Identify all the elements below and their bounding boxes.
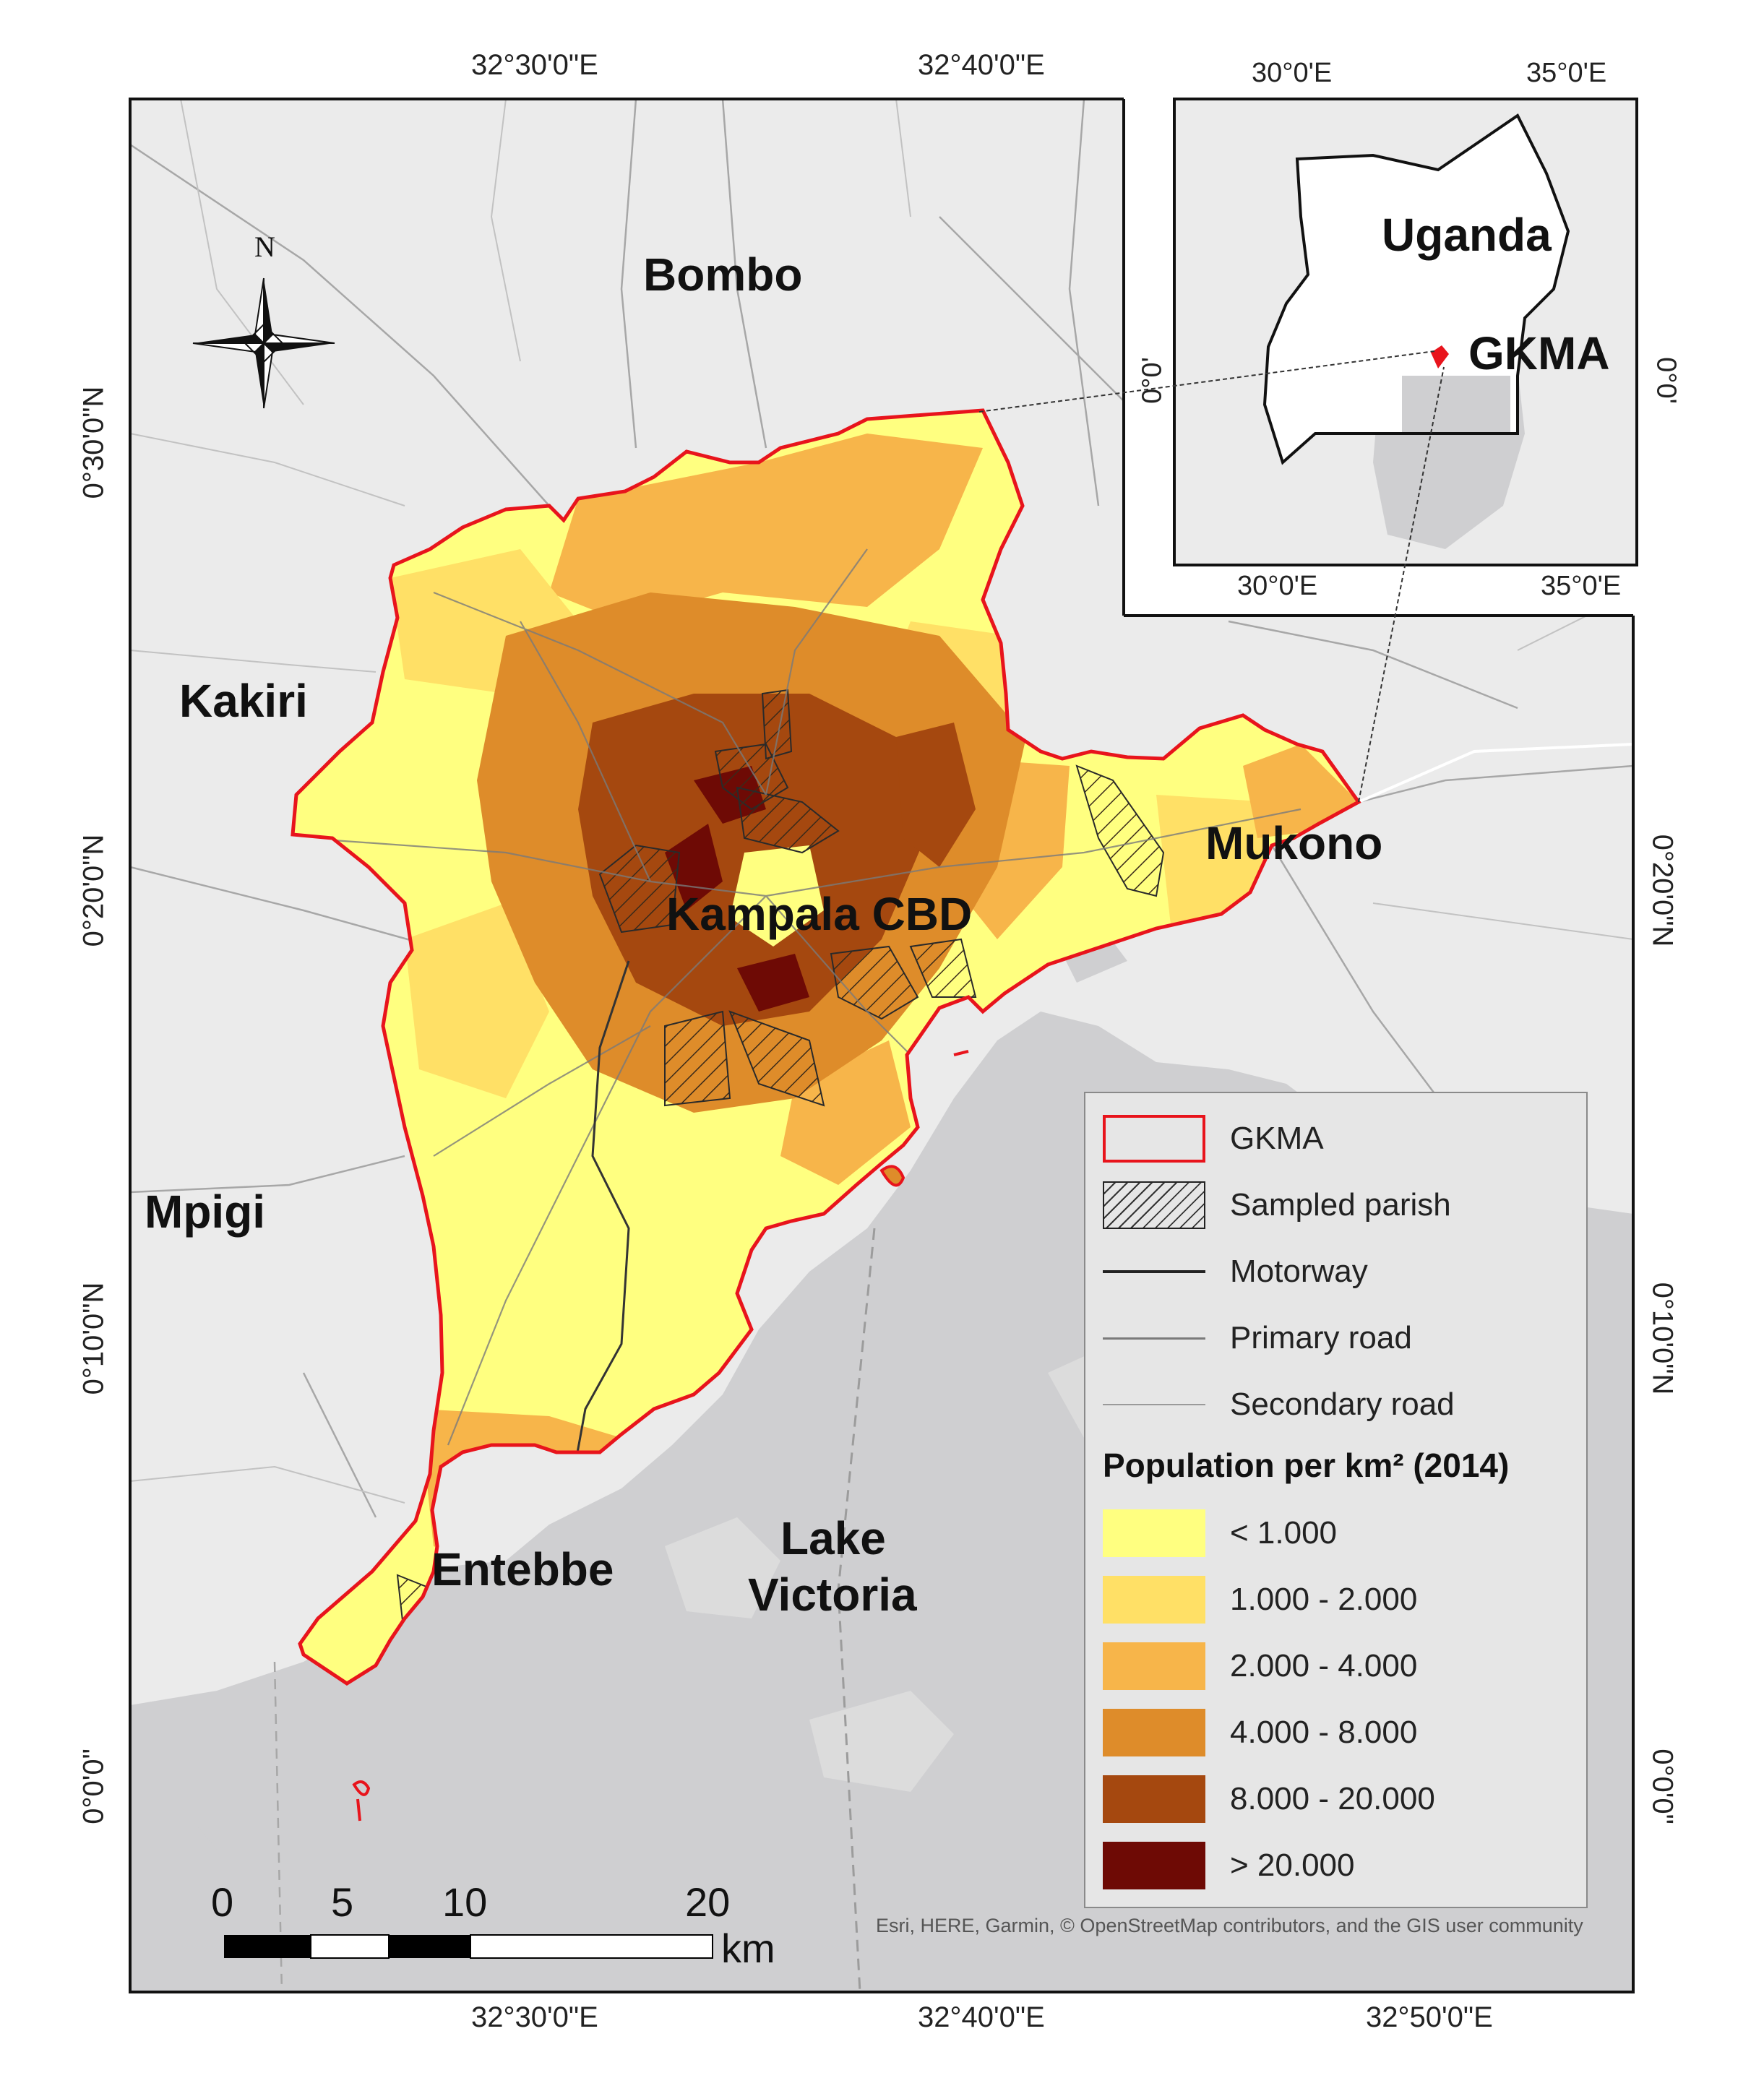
color-swatch: [1103, 1576, 1205, 1624]
map-attribution: Esri, HERE, Garmin, © OpenStreetMap cont…: [876, 1915, 1583, 1936]
inset-lon-top-2: 35°0'E: [1526, 58, 1607, 88]
legend-label: 1.000 - 2.000: [1230, 1582, 1418, 1617]
graticule-top-2: 32°40'0"E: [918, 49, 1045, 81]
graticule-left-3: 0°10'0"N: [77, 1282, 110, 1395]
primary-road-line-icon: [1103, 1314, 1205, 1362]
legend-class-2: 1.000 - 2.000: [1103, 1576, 1417, 1624]
legend-item-secondary-road: Secondary road: [1103, 1381, 1455, 1428]
place-kakiri: Kakiri: [179, 675, 308, 727]
place-entebbe: Entebbe: [431, 1543, 614, 1595]
graticule-right-1: 0°20'0"N: [1646, 834, 1679, 947]
inset-country-label: Uganda: [1382, 209, 1552, 261]
inset-lon-bottom-1: 30°0'E: [1237, 571, 1318, 601]
color-swatch: [1103, 1642, 1205, 1690]
place-lake-victoria-line2: Victoria: [748, 1569, 917, 1621]
graticule-right-3: 0°0'0": [1646, 1749, 1679, 1824]
graticule-top-1: 32°30'0"E: [471, 49, 598, 81]
graticule-right-2: 0°10'0"N: [1646, 1282, 1679, 1395]
graticule-bottom-2: 32°40'0"E: [918, 2001, 1045, 2033]
north-arrow: [192, 277, 335, 409]
hatched-swatch-icon: [1103, 1181, 1205, 1229]
inset-region-label: GKMA: [1468, 327, 1610, 379]
inset-lon-bottom-2: 35°0'E: [1541, 571, 1622, 601]
legend-label: Sampled parish: [1230, 1187, 1451, 1223]
legend-label: 2.000 - 4.000: [1230, 1648, 1418, 1683]
color-swatch: [1103, 1509, 1205, 1557]
legend-label: Motorway: [1230, 1254, 1368, 1289]
north-label: N: [254, 230, 275, 263]
place-kampala-cbd: Kampala CBD: [666, 888, 973, 940]
place-lake-victoria-line1: Lake: [780, 1512, 886, 1564]
place-mukono: Mukono: [1205, 817, 1383, 869]
inset-connector-bottom: [1358, 366, 1445, 803]
legend-density-title: Population per km² (2014): [1103, 1447, 1510, 1484]
legend-label: GKMA: [1230, 1121, 1324, 1156]
scale-tick-10: 10: [442, 1879, 488, 1925]
legend-class-5: 8.000 - 20.000: [1103, 1775, 1435, 1823]
graticule-left-1: 0°30'0"N: [77, 386, 110, 499]
legend-class-4: 4.000 - 8.000: [1103, 1709, 1417, 1756]
inset-lat-left: 0°0': [1137, 357, 1168, 404]
main-map-frame: [129, 98, 1635, 1993]
inset-lon-top-1: 30°0'E: [1252, 58, 1333, 88]
graticule-bottom-3: 32°50'0"E: [1366, 2001, 1493, 2033]
gkma-boundary: [291, 408, 1361, 1686]
map-legend: GKMA Sampled parish Motorway Primary roa…: [1084, 1092, 1588, 1908]
graticule-bottom-1: 32°30'0"E: [471, 2001, 598, 2033]
scale-tick-5: 5: [331, 1879, 354, 1925]
legend-label: Secondary road: [1230, 1387, 1455, 1422]
legend-item-primary-road: Primary road: [1103, 1314, 1412, 1362]
legend-item-sampled-parish: Sampled parish: [1103, 1181, 1451, 1229]
legend-item-gkma: GKMA: [1103, 1115, 1324, 1163]
scale-tick-20: 20: [685, 1879, 731, 1925]
motorway-line-icon: [1103, 1248, 1205, 1295]
scale-bar: [224, 1934, 713, 1959]
inset-connector-top: [978, 350, 1435, 413]
scale-unit: km: [721, 1926, 775, 1971]
legend-class-3: 2.000 - 4.000: [1103, 1642, 1417, 1690]
color-swatch: [1103, 1709, 1205, 1756]
legend-label: 8.000 - 20.000: [1230, 1781, 1435, 1816]
color-swatch: [1103, 1842, 1205, 1889]
place-bombo: Bombo: [643, 249, 803, 301]
secondary-road-line-icon: [1103, 1381, 1205, 1428]
legend-label: Primary road: [1230, 1320, 1412, 1355]
legend-item-motorway: Motorway: [1103, 1248, 1368, 1295]
gkma-swatch-icon: [1103, 1115, 1205, 1163]
scale-tick-0: 0: [211, 1879, 234, 1925]
legend-label: < 1.000: [1230, 1515, 1338, 1551]
legend-class-1: < 1.000: [1103, 1509, 1337, 1557]
inset-lat-right: 0°0': [1651, 357, 1682, 404]
graticule-left-4: 0°0'0": [77, 1749, 110, 1824]
color-swatch: [1103, 1775, 1205, 1823]
legend-label: 4.000 - 8.000: [1230, 1715, 1418, 1750]
graticule-left-2: 0°20'0"N: [77, 834, 110, 947]
place-mpigi: Mpigi: [145, 1186, 266, 1238]
legend-class-6: > 20.000: [1103, 1842, 1355, 1889]
legend-label: > 20.000: [1230, 1848, 1355, 1883]
